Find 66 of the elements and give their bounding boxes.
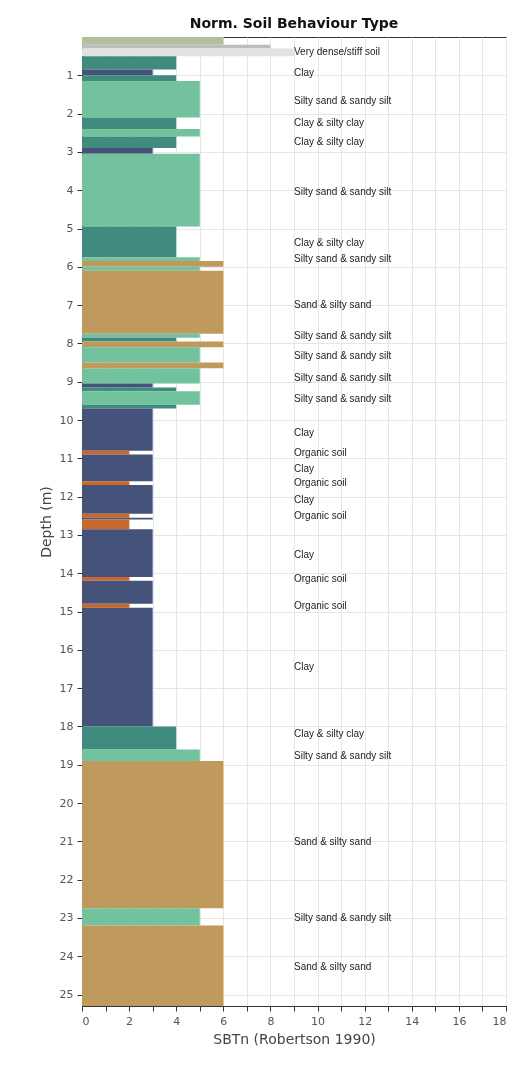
- y-tick-label: 23: [59, 911, 74, 925]
- annotation: Organic soil: [294, 599, 347, 611]
- annotation: Clay: [294, 660, 315, 672]
- y-tick-label: 20: [59, 796, 74, 810]
- y-tick-label: 9: [66, 375, 74, 389]
- annotation: Clay & silty clay: [294, 117, 365, 129]
- y-axis-title: Depth (m): [37, 486, 54, 558]
- y-tick-label: 3: [66, 145, 74, 159]
- annotation: Silty sand & sandy silt: [294, 371, 392, 383]
- annotation: Silty sand & sandy silt: [294, 95, 392, 107]
- y-tick-label: 4: [66, 183, 74, 197]
- annotation: Clay: [294, 549, 315, 561]
- annotation: Silty sand & sandy silt: [294, 186, 392, 198]
- annotation: Silty sand & sandy silt: [294, 392, 392, 404]
- annotation: Clay: [294, 463, 315, 475]
- annotation: Silty sand & sandy silt: [294, 253, 392, 265]
- annotation: Organic soil: [294, 572, 347, 584]
- x-tick-label: 16: [452, 1014, 467, 1028]
- annotation: Organic soil: [294, 477, 347, 489]
- y-tick-label: 8: [66, 336, 74, 350]
- chart-title: Norm. Soil Behaviour Type: [189, 15, 399, 31]
- x-tick-label: 0: [82, 1014, 90, 1028]
- annotation: Silty sand & sandy silt: [294, 329, 392, 341]
- y-tick-label: 14: [59, 566, 74, 580]
- annotation: Clay: [294, 67, 315, 79]
- y-tick-label: 6: [66, 260, 74, 274]
- annotation: Clay & silty clay: [294, 727, 365, 739]
- y-tick-label: 12: [59, 490, 74, 504]
- y-tick-label: 10: [59, 413, 74, 427]
- y-tick-label: 19: [59, 758, 74, 772]
- y-tick-label: 15: [59, 605, 74, 619]
- y-tick-label: 5: [66, 222, 74, 235]
- annotation: Clay: [294, 494, 315, 505]
- annotation: Sand & silty sand: [294, 836, 372, 848]
- x-tick-label: 10: [311, 1014, 326, 1028]
- annotation: Silty sand & sandy silt: [294, 350, 392, 362]
- x-tick-label: 6: [220, 1014, 228, 1028]
- y-tick-label: 2: [66, 107, 74, 121]
- x-tick-label: 14: [405, 1014, 420, 1028]
- y-tick-label: 25: [59, 988, 74, 1002]
- annotation: Silty sand & sandy silt: [294, 749, 392, 761]
- x-tick-label: 12: [358, 1014, 373, 1028]
- y-tick-label: 11: [59, 451, 74, 465]
- y-tick-label: 16: [59, 643, 74, 657]
- y-tick-label: 1: [66, 68, 74, 82]
- annotation: Silty sand & sandy silt: [294, 911, 392, 923]
- y-tick-label: 22: [59, 873, 74, 887]
- y-tick-label: 18: [59, 719, 74, 733]
- annotation: Very dense/stiff soil: [294, 45, 380, 57]
- y-tick-label: 21: [59, 834, 74, 848]
- x-tick-label: 18: [492, 1014, 507, 1028]
- x-tick-label: 8: [267, 1014, 275, 1028]
- annotation: Clay & silty clay: [294, 136, 365, 148]
- annotation: Sand & silty sand: [294, 299, 372, 311]
- annotation: Organic soil: [294, 509, 347, 521]
- y-tick-label: 17: [59, 681, 74, 695]
- annotation: Organic soil: [294, 446, 347, 458]
- x-axis-title: SBTn (Robertson 1990): [213, 1030, 376, 1047]
- y-tick-label: 7: [66, 298, 74, 312]
- y-tick-label: 13: [59, 528, 74, 542]
- x-tick-label: 4: [173, 1014, 181, 1028]
- y-tick-label: 24: [59, 949, 74, 963]
- annotation: Sand & silty sand: [294, 960, 372, 972]
- annotation: Clay: [294, 427, 315, 439]
- annotation: Clay & silty clay: [294, 237, 365, 249]
- x-tick-label: 2: [126, 1014, 134, 1028]
